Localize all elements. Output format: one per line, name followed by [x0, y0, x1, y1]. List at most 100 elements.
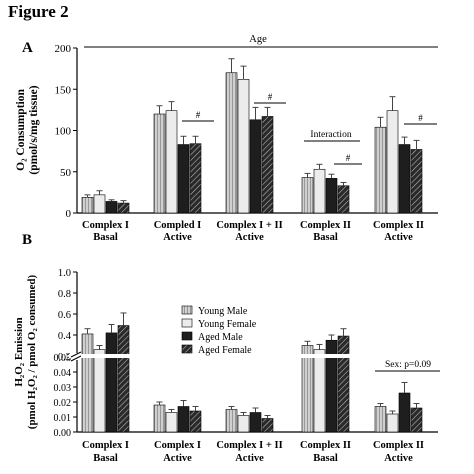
panel-a-bar-young-female [313, 168, 326, 214]
panel-b-y-tick-label: 0.6 [58, 310, 71, 321]
panel-b-y-tick-label: 0.01 [54, 413, 72, 424]
panel-b-sex-label: Sex: p=0.09 [385, 360, 431, 370]
panel-a-hash-mark: # [346, 153, 351, 163]
panel-a-x-category-sublabel: Basal [313, 232, 338, 243]
panel-b-letter: B [22, 232, 32, 248]
panel-a-bar-aged-male [105, 201, 118, 214]
panel-b-bar-young-male [374, 406, 387, 433]
legend-swatch-aged-male [181, 331, 193, 341]
panel-a-x-category-label: Complex I [82, 220, 129, 231]
panel-a-bar-aged-male [249, 119, 262, 214]
panel-b-axis-break-mark [70, 355, 82, 362]
panel-a-bar-aged-female [117, 202, 130, 214]
panel-a-letter: A [22, 40, 33, 56]
panel-b-ylabel-line2: (pmol H₂O₂ / pmol O₂ consumed) [26, 274, 38, 429]
panel-b-bar-young-male [225, 409, 238, 433]
panel-b-x-category-sublabel: Active [384, 453, 413, 464]
legend-label-young-female: Young Female [198, 319, 257, 330]
panel-b-bar-young-male [81, 333, 94, 433]
panel-a-hash-mark: # [268, 92, 273, 102]
panel-b-bar-aged-female [189, 410, 202, 433]
panel-b-y-tick-label: 0.02 [54, 398, 72, 409]
panel-a-y-tick-label: 50 [60, 167, 72, 179]
panel-b-bar-young-male [301, 345, 314, 433]
panel-a-bar-young-female [165, 110, 178, 214]
panel-b-x-category-sublabel: Active [163, 453, 192, 464]
panel-a-bar-aged-male [177, 144, 190, 214]
panel-b-bar-young-female [93, 349, 106, 433]
panel-a-bar-aged-female [410, 149, 423, 214]
panel-b-y-tick-label: 0.03 [54, 383, 72, 394]
panel-b-bar-aged-male [398, 392, 411, 433]
panel-b-y-tick-label: 0.8 [58, 289, 71, 300]
panel-b-bar-aged-female [410, 407, 423, 433]
legend-label-aged-female: Aged Female [198, 345, 252, 356]
panel-a-bar-young-male [81, 197, 94, 214]
panel-b-ylabel-line1: H₂O₂ Emission [13, 317, 25, 386]
panel-b-bar-aged-female [337, 335, 350, 433]
panel-b-y-tick-label: 0.00 [54, 428, 72, 439]
panel-a-bar-aged-male [325, 178, 338, 214]
panel-a-age-label: Age [249, 34, 267, 45]
panel-b-y-tick-label: 1.0 [58, 268, 71, 279]
panel-b-ylabel: H₂O₂ Emission (pmol H₂O₂ / pmol O₂ consu… [13, 274, 38, 429]
panel-b-y-tick-label: 0.05 [54, 353, 72, 364]
panel-b-x-category-label: Complex I + II [216, 440, 282, 451]
panel-a-ylabel: O₂ Consumption (pmol/s/mg tissue) [15, 85, 40, 174]
panel-a-bar-young-male [374, 126, 387, 214]
panel-b-x-category-label: Complex I [154, 440, 201, 451]
legend-swatch-young-female [181, 318, 193, 328]
panel-a-x-category-label: Complex II [373, 220, 424, 231]
panel-b-bar-young-female [386, 413, 399, 433]
panel-b-bar-young-female [237, 415, 250, 433]
legend: Young Male Young Female Aged Male Aged Fema… [181, 305, 257, 356]
legend-label-young-male: Young Male [198, 306, 248, 317]
panel-a-bar-aged-female [337, 185, 350, 214]
panel-b-x-category-label: Complex I [82, 440, 129, 451]
panel-b-x-category-label: Complex II [373, 440, 424, 451]
panel-a-y-tick-label: 200 [55, 43, 72, 55]
panel-a-bar-aged-female [189, 143, 202, 214]
panel-a-x-category-sublabel: Active [235, 232, 264, 243]
panel-a-hash-mark: # [418, 113, 423, 123]
panel-a-bar-young-male [301, 177, 314, 214]
panel-a-bar-young-female [386, 110, 399, 214]
panel-a-y-tick-label: 100 [55, 126, 72, 138]
panel-b-bar-aged-male [105, 332, 118, 433]
panel-a-y-tick-label: 0 [66, 208, 72, 220]
panel-b-chart: 1.0 0.8 0.6 0.4 0.20.05 0.04 0.03 0.02 0.01 0.00 C… [54, 268, 440, 464]
panel-a-x-category-sublabel: Active [384, 232, 413, 243]
panel-b-y-tick-label: 0.04 [54, 368, 72, 379]
panel-a-bar-young-male [153, 113, 166, 214]
panel-b-x-category-label: Complex II [300, 440, 351, 451]
panel-a-bar-young-female [93, 194, 106, 214]
panel-b-bar-aged-male [177, 406, 190, 433]
panel-b-x-category-sublabel: Active [235, 453, 264, 464]
legend-label-aged-male: Aged Male [198, 332, 243, 343]
panel-b-axis-break-gap [69, 354, 438, 358]
legend-swatch-young-male [181, 305, 193, 315]
panel-a-bar-aged-male [398, 144, 411, 214]
panel-a-y-tick-label: 150 [55, 84, 72, 96]
panel-a-ylabel-line2: (pmol/s/mg tissue) [28, 85, 40, 174]
panel-b-bar-aged-male [249, 412, 262, 433]
panel-b-axis-break-mark [70, 351, 82, 358]
panel-a-bar-young-male [225, 72, 238, 214]
panel-a-bar-aged-female [261, 116, 274, 214]
panel-b-bar-aged-female [261, 418, 274, 433]
panel-a-x-category-label: Complex II [300, 220, 351, 231]
panel-a-x-category-sublabel: Active [163, 232, 192, 243]
panel-b-y-tick-label: 0.2 [58, 352, 71, 363]
panel-b-bar-young-male [153, 404, 166, 433]
panel-b-x-category-sublabel: Basal [313, 453, 338, 464]
panel-a-x-category-label: Complex I + II [216, 220, 282, 231]
panel-b-bar-young-female [165, 412, 178, 433]
panel-a-x-category-sublabel: Basal [93, 232, 118, 243]
panel-b-bar-young-female [313, 349, 326, 433]
panel-a-bar-young-female [237, 79, 250, 214]
panel-a-x-category-label: Compled I [154, 220, 202, 231]
panel-a-ylabel-line1: O₂ Consumption [15, 89, 27, 171]
legend-swatch-aged-female [181, 344, 193, 354]
